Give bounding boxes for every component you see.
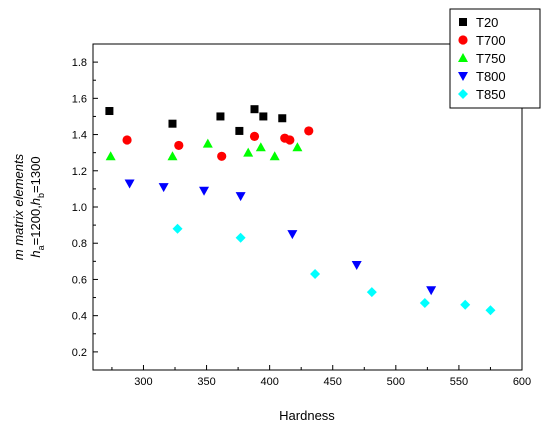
- legend-label-t20: T20: [476, 15, 498, 30]
- data-point-t750: [269, 151, 280, 161]
- data-point-t750: [167, 151, 178, 161]
- data-point-t20: [105, 107, 114, 116]
- x-tick-label: 400: [260, 376, 278, 388]
- data-point-t850: [460, 299, 471, 310]
- series-t20: [105, 105, 287, 135]
- data-point-t20: [278, 114, 287, 123]
- legend-item-t800: T800: [458, 69, 506, 84]
- data-point-t20: [250, 105, 259, 114]
- data-point-t800: [158, 183, 169, 193]
- data-point-t800: [199, 186, 210, 196]
- legend-marker-t800: [458, 72, 468, 81]
- data-point-t750: [292, 142, 303, 152]
- y-axis-title-line2: ha=1200,hb=1300: [28, 156, 46, 257]
- legend-label-t750: T750: [476, 51, 506, 66]
- data-point-t750: [105, 151, 116, 161]
- ylabel-h-a: h: [28, 250, 43, 257]
- legend: T20 T700 T750 T800 T850: [449, 8, 541, 109]
- ylabel-sub-a: a: [36, 245, 46, 250]
- data-point-t700: [285, 135, 295, 145]
- y-tick-label: 1.0: [72, 202, 87, 214]
- legend-marker-t700: [458, 35, 468, 45]
- data-point-t700: [122, 135, 132, 145]
- legend-item-t750: T750: [458, 51, 506, 66]
- data-point-t750: [243, 147, 254, 157]
- x-axis: 300 350 400 450 500 550 600: [111, 365, 531, 388]
- x-tick-label: 450: [324, 376, 342, 388]
- legend-label-t700: T700: [476, 33, 506, 48]
- legend-label-t850: T850: [476, 87, 506, 102]
- data-points: [105, 105, 496, 316]
- data-point-t850: [310, 269, 321, 280]
- y-tick-label: 0.2: [72, 347, 87, 359]
- legend-item-t20: T20: [459, 15, 498, 30]
- y-tick-label: 0.6: [72, 274, 87, 286]
- legend-label-t800: T800: [476, 69, 506, 84]
- legend-marker-t850: [458, 89, 468, 99]
- x-tick-label: 550: [450, 376, 468, 388]
- data-point-t850: [419, 297, 430, 308]
- data-point-t750: [202, 138, 213, 148]
- data-point-t800: [426, 286, 437, 296]
- data-point-t850: [235, 232, 246, 243]
- data-point-t800: [235, 192, 246, 202]
- y-tick-label: 1.4: [72, 130, 87, 142]
- x-tick-label: 350: [197, 376, 215, 388]
- legend-item-t850: T850: [458, 87, 506, 102]
- data-point-t800: [287, 230, 298, 240]
- data-point-t750: [255, 142, 266, 152]
- y-tick-label: 1.8: [72, 57, 87, 69]
- x-tick-label: 300: [134, 376, 152, 388]
- data-point-t800: [124, 179, 135, 189]
- data-point-t700: [217, 151, 227, 161]
- x-tick-label: 500: [387, 376, 405, 388]
- y-axis: 0.2 0.4 0.6 0.8 1.0 1.2 1.4 1.6 1.8: [72, 43, 98, 359]
- data-point-t20: [259, 112, 268, 121]
- y-axis-title: m matrix elements ha=1200,hb=1300: [11, 153, 46, 260]
- series-t750: [105, 138, 303, 161]
- ylabel-end: =1300: [28, 156, 43, 193]
- data-point-t20: [216, 112, 225, 121]
- y-tick-label: 0.8: [72, 238, 87, 250]
- ylabel-h-b: h: [28, 198, 43, 205]
- data-point-t850: [172, 223, 183, 234]
- series-t700: [122, 126, 314, 161]
- y-tick-label: 1.2: [72, 166, 87, 178]
- x-axis-title: Hardness: [279, 408, 335, 423]
- legend-marker-t20: [459, 18, 467, 26]
- x-tick-label: 600: [513, 376, 531, 388]
- data-point-t700: [174, 140, 184, 151]
- y-axis-title-line1: m matrix elements: [11, 153, 26, 260]
- data-point-t700: [249, 131, 260, 141]
- y-tick-label: 0.4: [72, 311, 87, 323]
- data-point-t850: [485, 305, 496, 316]
- legend-item-t700: T700: [458, 33, 506, 48]
- data-point-t850: [366, 287, 377, 298]
- legend-items: T20 T700 T750 T800 T850: [458, 15, 506, 102]
- ylabel-sub-b: b: [36, 193, 46, 198]
- series-t850: [172, 223, 496, 316]
- data-point-t800: [351, 260, 362, 270]
- legend-marker-t750: [458, 53, 468, 62]
- y-tick-label: 1.6: [72, 93, 87, 105]
- ylabel-mid: =1200,: [28, 205, 43, 245]
- data-point-t700: [304, 126, 314, 136]
- data-point-t20: [235, 126, 244, 135]
- data-point-t20: [168, 119, 177, 128]
- series-t800: [124, 179, 437, 296]
